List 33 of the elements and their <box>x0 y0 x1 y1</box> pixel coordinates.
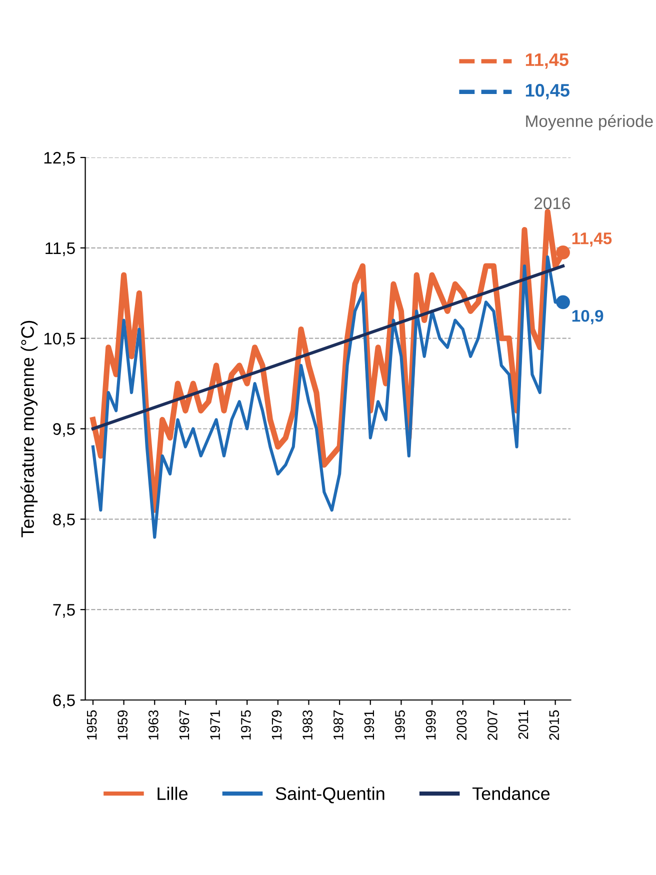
text: 11,45 <box>526 53 568 69</box>
text: Moyenne période <box>526 114 653 130</box>
x-tick-label: 1955 <box>86 710 97 740</box>
y-tick-label: 10,5 <box>44 332 75 347</box>
x-tick-label: 1983 <box>302 710 312 740</box>
y-tick-label: 8,5 <box>53 514 75 528</box>
text: 10,45 <box>526 84 570 100</box>
x-tick-label: 1959 <box>118 710 128 740</box>
legend-label: Tendance <box>472 786 550 800</box>
y-tick-label: 6,5 <box>53 694 75 708</box>
annotation: 2016 <box>534 197 570 210</box>
data-label: 11,45 <box>572 232 612 247</box>
x-tick-label: 1975 <box>240 710 251 740</box>
x-tick-label: 1995 <box>395 710 405 740</box>
y-tick-label: 11,5 <box>46 242 75 256</box>
x-tick-label: 1971 <box>210 710 220 740</box>
x-tick-label: 2003 <box>456 710 467 740</box>
x-tick-label: 1979 <box>272 710 282 740</box>
x-tick-label: 1991 <box>364 710 374 740</box>
x-tick-label: 1999 <box>426 710 436 740</box>
x-tick-label: 1967 <box>179 710 190 740</box>
y-axis-title: Température moyenne (°C) <box>20 320 38 538</box>
x-tick-label: 2015 <box>549 710 560 740</box>
y-tick-label: 12,5 <box>44 152 75 166</box>
legend-label: Lille <box>158 786 188 800</box>
x-tick-label: 1963 <box>148 710 158 740</box>
y-tick-label: 9,5 <box>53 423 75 437</box>
x-tick-label: 2007 <box>488 710 498 740</box>
data-label: 10,9 <box>572 310 604 324</box>
y-tick-label: 7,5 <box>53 604 75 618</box>
legend-label: Saint-Quentin <box>276 786 384 804</box>
x-tick-label: 1987 <box>333 710 344 740</box>
x-tick-label: 2011 <box>518 710 528 739</box>
